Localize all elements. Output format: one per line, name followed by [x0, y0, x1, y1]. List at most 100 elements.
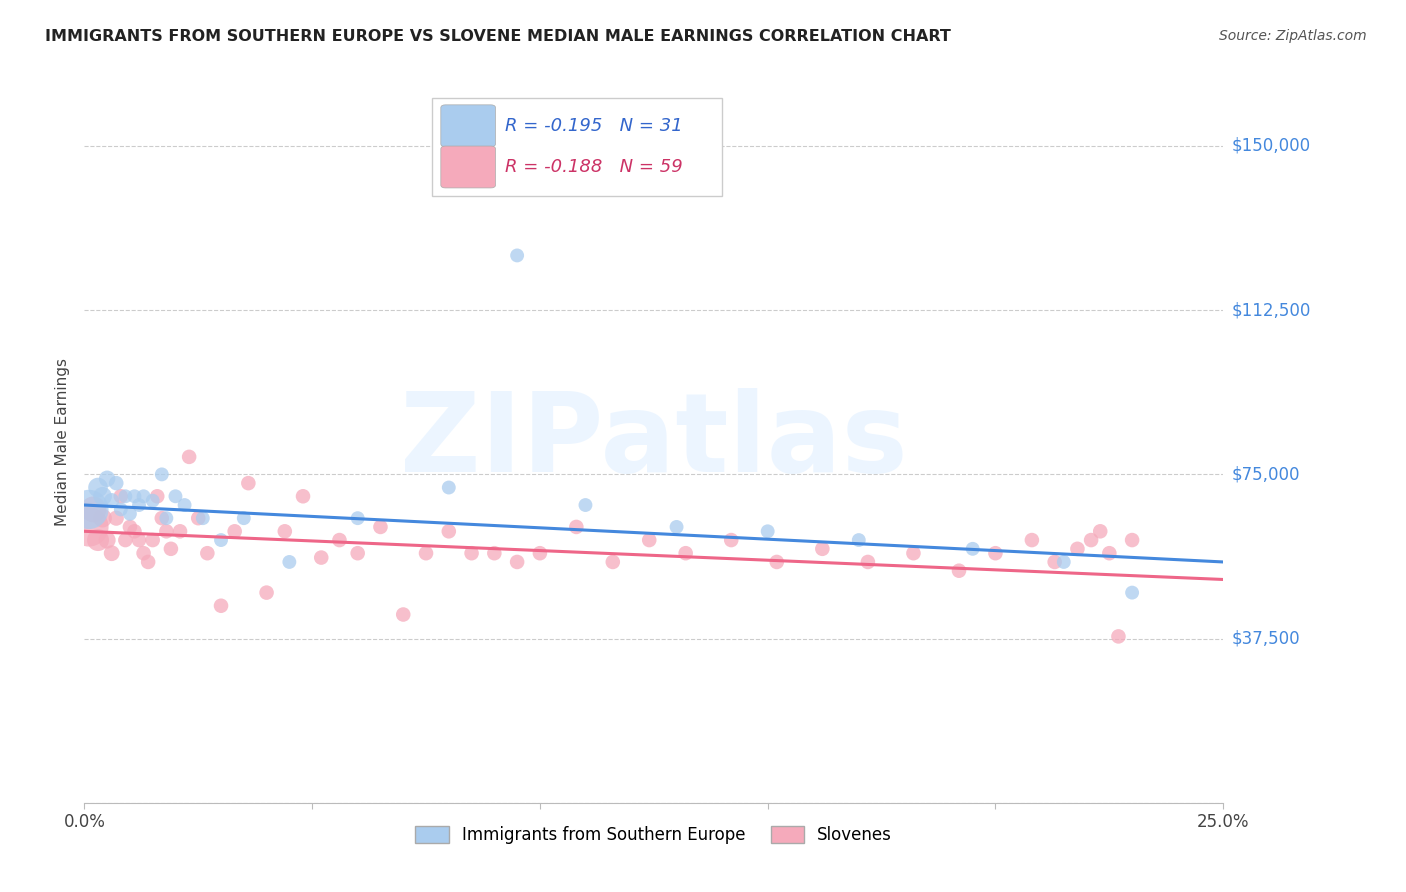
Point	[187, 511, 209, 525]
Point	[1107, 629, 1129, 643]
Point	[948, 564, 970, 578]
Point	[278, 555, 301, 569]
Point	[848, 533, 870, 547]
Point	[1090, 524, 1112, 539]
Point	[100, 493, 122, 508]
Point	[720, 533, 742, 547]
Point	[274, 524, 297, 539]
Point	[87, 533, 110, 547]
Point	[124, 489, 146, 503]
Point	[1043, 555, 1066, 569]
Point	[437, 481, 460, 495]
Point	[128, 533, 150, 547]
Point	[118, 520, 141, 534]
Point	[675, 546, 697, 560]
Point	[169, 524, 191, 539]
Point	[1121, 533, 1143, 547]
Point	[87, 481, 110, 495]
Legend: Immigrants from Southern Europe, Slovenes: Immigrants from Southern Europe, Slovene…	[408, 817, 900, 852]
Point	[256, 585, 278, 599]
Point	[328, 533, 350, 547]
Point	[118, 507, 141, 521]
Point	[142, 493, 165, 508]
Point	[114, 533, 136, 547]
Point	[96, 533, 118, 547]
Text: $37,500: $37,500	[1232, 630, 1301, 648]
FancyBboxPatch shape	[432, 98, 723, 196]
Point	[110, 489, 132, 503]
Point	[105, 511, 128, 525]
FancyBboxPatch shape	[441, 146, 495, 188]
Point	[232, 511, 254, 525]
Point	[142, 533, 165, 547]
Point	[173, 498, 195, 512]
Point	[114, 489, 136, 503]
Point	[191, 511, 214, 525]
Point	[179, 450, 201, 464]
Point	[962, 541, 984, 556]
Point	[602, 555, 624, 569]
Point	[1066, 541, 1088, 556]
Y-axis label: Median Male Earnings: Median Male Earnings	[55, 358, 70, 525]
Point	[91, 511, 114, 525]
Point	[136, 555, 159, 569]
Point	[82, 502, 104, 516]
Point	[105, 476, 128, 491]
Point	[146, 489, 169, 503]
Point	[811, 541, 834, 556]
FancyBboxPatch shape	[441, 105, 495, 147]
Point	[165, 489, 187, 503]
Point	[415, 546, 437, 560]
Point	[238, 476, 260, 491]
Point	[1021, 533, 1043, 547]
Point	[309, 550, 332, 565]
Point	[346, 546, 368, 560]
Text: Source: ZipAtlas.com: Source: ZipAtlas.com	[1219, 29, 1367, 43]
Point	[132, 489, 155, 503]
Point	[574, 498, 596, 512]
Point	[132, 546, 155, 560]
Point	[756, 524, 779, 539]
Point	[96, 472, 118, 486]
Point	[529, 546, 551, 560]
Point	[209, 599, 232, 613]
Text: R = -0.195   N = 31: R = -0.195 N = 31	[505, 117, 682, 135]
Text: $150,000: $150,000	[1232, 137, 1310, 155]
Point	[124, 524, 146, 539]
Point	[150, 467, 173, 482]
Point	[224, 524, 246, 539]
Point	[765, 555, 787, 569]
Point	[370, 520, 392, 534]
Point	[160, 541, 183, 556]
Point	[1080, 533, 1102, 547]
Point	[392, 607, 415, 622]
Point	[100, 546, 122, 560]
Text: $75,000: $75,000	[1232, 466, 1301, 483]
Point	[506, 248, 529, 262]
Point	[110, 502, 132, 516]
Point	[292, 489, 315, 503]
Text: IMMIGRANTS FROM SOUTHERN EUROPE VS SLOVENE MEDIAN MALE EARNINGS CORRELATION CHAR: IMMIGRANTS FROM SOUTHERN EUROPE VS SLOVE…	[45, 29, 950, 44]
Point	[155, 524, 177, 539]
Point	[1121, 585, 1143, 599]
Point	[1053, 555, 1076, 569]
Text: R = -0.188   N = 59: R = -0.188 N = 59	[505, 158, 682, 176]
Point	[128, 498, 150, 512]
Point	[77, 520, 100, 534]
Point	[460, 546, 482, 560]
Point	[1098, 546, 1121, 560]
Point	[638, 533, 661, 547]
Point	[984, 546, 1007, 560]
Point	[150, 511, 173, 525]
Point	[484, 546, 506, 560]
Point	[903, 546, 925, 560]
Point	[437, 524, 460, 539]
Point	[77, 502, 100, 516]
Point	[346, 511, 368, 525]
Text: ZIPatlas: ZIPatlas	[399, 388, 908, 495]
Point	[155, 511, 177, 525]
Point	[665, 520, 688, 534]
Point	[209, 533, 232, 547]
Point	[506, 555, 529, 569]
Point	[565, 520, 588, 534]
